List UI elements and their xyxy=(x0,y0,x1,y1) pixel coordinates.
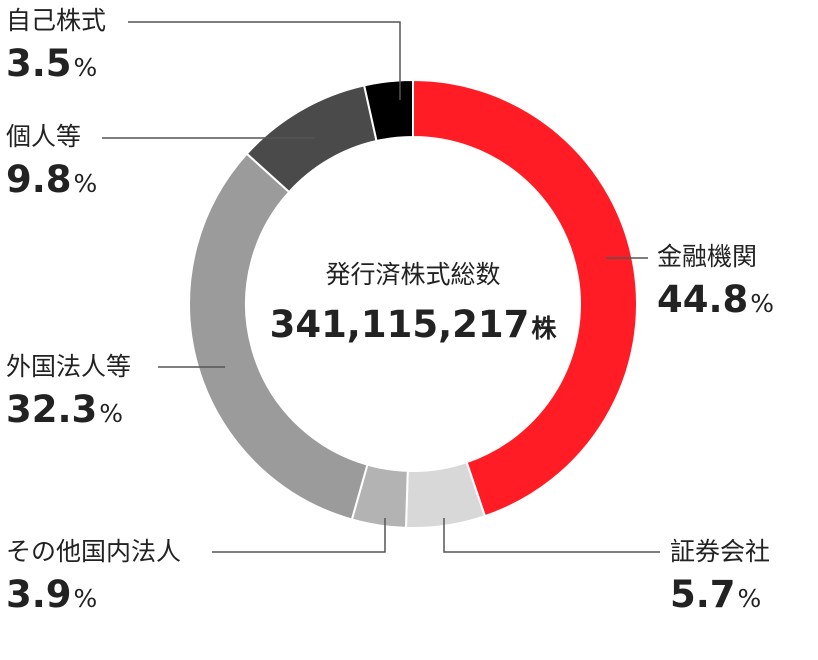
segment-value: 3.5 xyxy=(6,42,72,85)
percent-unit: % xyxy=(73,584,98,613)
segment-value: 5.7 xyxy=(670,573,736,616)
percent-unit: % xyxy=(73,53,98,82)
center-value: 341,115,217 xyxy=(269,303,530,346)
percent-unit: % xyxy=(73,169,98,198)
segment-name: 自己株式 xyxy=(6,6,107,35)
donut-slice-0 xyxy=(412,78,638,518)
label-segment-2: その他国内法人 3.9% xyxy=(6,539,181,613)
segment-name: 証券会社 xyxy=(670,537,771,566)
label-segment-4: 個人等 9.8% xyxy=(6,124,97,198)
donut-slice-3 xyxy=(188,152,369,521)
segment-value: 32.3 xyxy=(6,388,98,431)
segment-value: 44.8 xyxy=(657,278,749,321)
center-unit: 株 xyxy=(531,314,557,343)
segment-name: 個人等 xyxy=(6,122,82,151)
segment-name: 外国法人等 xyxy=(6,352,132,381)
center-summary: 発行済株式総数 341,115,217株 xyxy=(270,255,557,346)
label-segment-1: 証券会社 5.7% xyxy=(670,539,770,613)
segment-name: その他国内法人 xyxy=(6,537,182,566)
percent-unit: % xyxy=(737,584,762,613)
label-segment-0: 金融機関 44.8% xyxy=(657,244,774,318)
percent-unit: % xyxy=(750,289,775,318)
center-title: 発行済株式総数 xyxy=(325,260,501,289)
leader-line-5 xyxy=(128,21,401,100)
donut-slice-5 xyxy=(362,78,414,143)
segment-value: 9.8 xyxy=(6,158,72,201)
label-segment-3: 外国法人等 32.3% xyxy=(6,354,131,428)
segment-value: 3.9 xyxy=(6,573,72,616)
percent-unit: % xyxy=(99,399,124,428)
leader-line-1 xyxy=(443,518,660,553)
leader-line-2 xyxy=(212,518,386,553)
segment-name: 金融機関 xyxy=(657,242,758,271)
label-segment-5: 自己株式 3.5% xyxy=(6,8,106,82)
